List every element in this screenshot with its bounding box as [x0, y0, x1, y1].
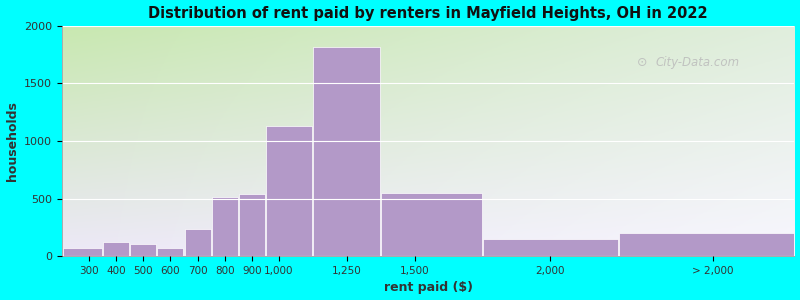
Bar: [158, 248, 183, 256]
Bar: [185, 229, 210, 256]
Text: City-Data.com: City-Data.com: [655, 56, 739, 69]
Bar: [239, 194, 265, 256]
Bar: [382, 194, 482, 256]
Bar: [62, 248, 102, 256]
X-axis label: rent paid ($): rent paid ($): [384, 281, 473, 294]
Text: ⊙: ⊙: [637, 56, 647, 69]
Bar: [266, 126, 312, 256]
Bar: [130, 244, 156, 256]
Y-axis label: households: households: [6, 101, 18, 181]
Bar: [212, 197, 238, 256]
Bar: [314, 46, 380, 256]
Bar: [483, 239, 618, 256]
Bar: [618, 233, 794, 256]
Title: Distribution of rent paid by renters in Mayfield Heights, OH in 2022: Distribution of rent paid by renters in …: [148, 6, 708, 21]
Bar: [103, 242, 130, 256]
